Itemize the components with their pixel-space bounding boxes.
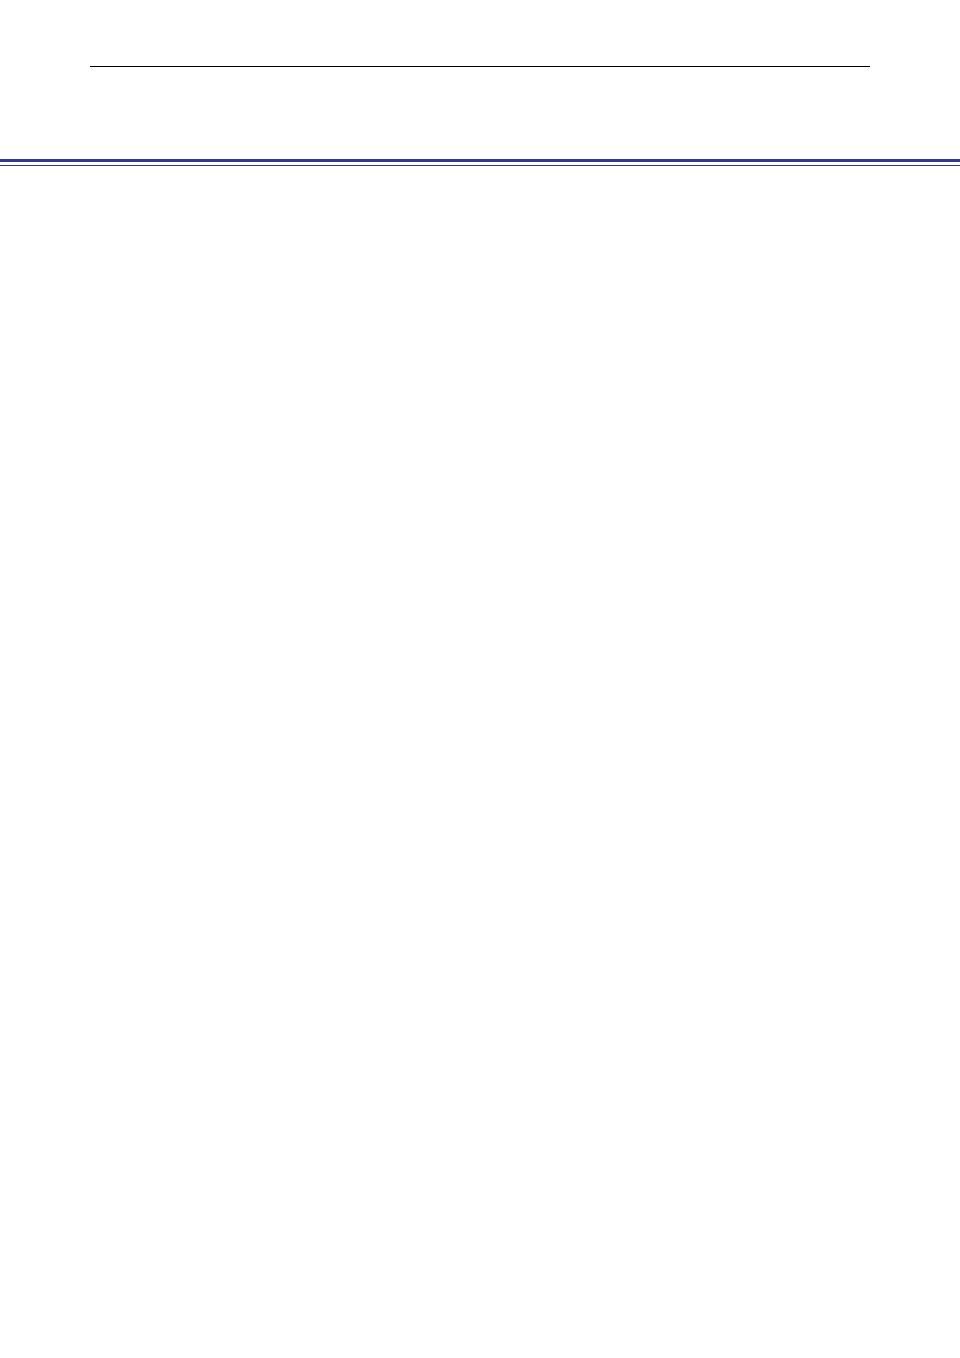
chapter-rule bbox=[90, 66, 870, 67]
page bbox=[0, 0, 960, 119]
page-number bbox=[0, 166, 960, 192]
footer-rule-thick bbox=[0, 159, 960, 162]
